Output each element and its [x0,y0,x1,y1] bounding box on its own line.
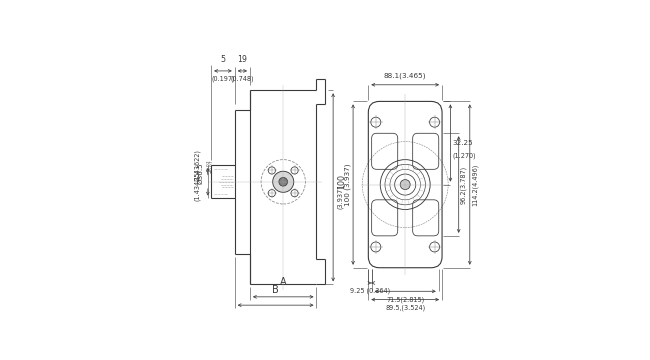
Text: B: B [272,285,279,296]
Text: 9.25 (0.364): 9.25 (0.364) [350,288,390,294]
Circle shape [400,180,410,190]
Text: 89.5,(3.524): 89.5,(3.524) [385,305,425,311]
Text: (0.748): (0.748) [231,76,254,82]
Text: A: A [280,277,287,287]
Text: (0.197): (0.197) [211,76,235,82]
Circle shape [279,177,287,186]
Text: 71.5(2.815): 71.5(2.815) [386,296,424,303]
Text: 88.1(3.465): 88.1(3.465) [384,72,426,79]
Text: (1.270): (1.270) [452,152,476,159]
Text: (1.43425): (1.43425) [194,168,201,201]
Text: 5: 5 [220,55,226,64]
Circle shape [273,171,294,192]
Text: 100 (3.937): 100 (3.937) [344,163,351,206]
Text: $^{-0.02}_{-0.07}$: $^{-0.02}_{-0.07}$ [205,159,216,174]
Text: 96.2(3.787): 96.2(3.787) [460,166,467,204]
Text: (1.43622): (1.43622) [194,149,201,181]
Text: 100: 100 [337,174,346,189]
Text: 114.2(4.496): 114.2(4.496) [471,163,478,206]
Text: 19: 19 [237,55,247,64]
Text: 32.25: 32.25 [452,140,473,146]
Text: Ø36.5: Ø36.5 [198,163,203,184]
Text: (3.937): (3.937) [337,185,343,209]
